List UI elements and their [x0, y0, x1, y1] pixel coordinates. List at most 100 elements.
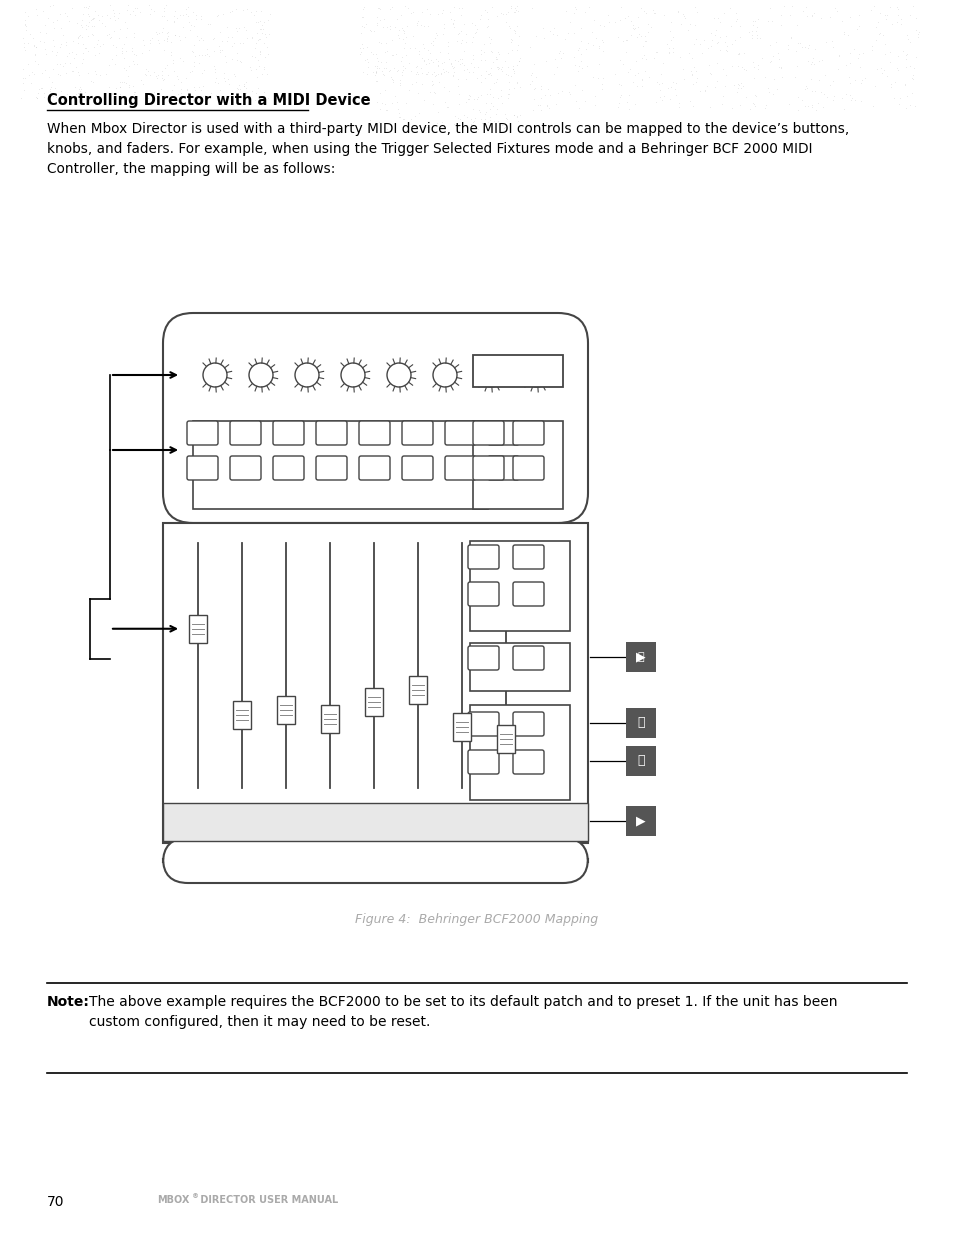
- Point: [715, 59, 730, 79]
- Point: [773, 5, 788, 25]
- Point: [166, 11, 181, 31]
- Point: [252, 42, 267, 62]
- Point: [770, 43, 785, 63]
- Point: [86, 72, 101, 91]
- Point: [62, 53, 77, 73]
- Point: [495, 4, 510, 23]
- Point: [764, 84, 780, 104]
- Point: [384, 44, 399, 64]
- Point: [491, 44, 506, 64]
- Point: [97, 16, 112, 36]
- Point: [252, 44, 267, 64]
- Point: [449, 31, 464, 51]
- Point: [488, 47, 503, 67]
- Point: [392, 70, 407, 90]
- Point: [508, 0, 523, 20]
- Point: [197, 44, 213, 64]
- Point: [159, 31, 174, 51]
- Point: [510, 1, 525, 21]
- Point: [524, 0, 539, 17]
- Point: [129, 54, 144, 74]
- Point: [13, 88, 29, 107]
- Point: [202, 14, 217, 33]
- Point: [357, 49, 373, 69]
- Point: [65, 0, 80, 17]
- Point: [363, 42, 378, 62]
- Point: [566, 23, 581, 43]
- Point: [877, 33, 892, 53]
- Point: [462, 86, 477, 106]
- Point: [507, 2, 522, 22]
- Point: [416, 38, 431, 58]
- Point: [127, 22, 142, 42]
- Point: [444, 56, 459, 75]
- Point: [573, 52, 588, 72]
- Point: [615, 31, 630, 51]
- Point: [548, 94, 563, 114]
- Point: [180, 79, 195, 99]
- Point: [568, 90, 583, 110]
- Point: [465, 44, 480, 64]
- Point: [439, 96, 455, 116]
- Point: [505, 57, 520, 77]
- Point: [549, 26, 564, 46]
- Point: [470, 119, 485, 138]
- Point: [687, 30, 702, 49]
- Point: [458, 23, 474, 43]
- Point: [501, 84, 517, 104]
- Point: [194, 63, 210, 83]
- Point: [675, 59, 690, 79]
- Point: [653, 64, 668, 84]
- Point: [81, 0, 96, 17]
- Point: [743, 28, 759, 48]
- Point: [436, 19, 452, 38]
- Point: [708, 53, 723, 73]
- Point: [59, 84, 74, 104]
- Point: [42, 0, 57, 16]
- Point: [486, 111, 501, 131]
- Point: [72, 77, 88, 96]
- Point: [171, 84, 186, 104]
- Bar: [409, 676, 427, 704]
- Point: [655, 53, 670, 73]
- Point: [69, 57, 84, 77]
- Point: [619, 6, 635, 26]
- Point: [813, 83, 828, 103]
- Text: MBOX: MBOX: [157, 1195, 190, 1205]
- Point: [152, 33, 167, 53]
- Point: [118, 41, 133, 61]
- Point: [436, 25, 451, 44]
- Point: [377, 80, 393, 100]
- Point: [441, 49, 456, 69]
- Point: [745, 52, 760, 72]
- Point: [485, 96, 500, 116]
- Point: [762, 51, 778, 70]
- Point: [55, 56, 71, 75]
- Point: [224, 36, 239, 56]
- Point: [850, 43, 865, 63]
- Point: [712, 27, 727, 47]
- Point: [830, 44, 845, 64]
- Point: [192, 46, 207, 65]
- Point: [392, 75, 407, 95]
- Point: [80, 16, 95, 36]
- Point: [84, 10, 99, 30]
- Point: [247, 90, 262, 110]
- Point: [191, 77, 206, 96]
- Point: [473, 109, 488, 128]
- Point: [524, 63, 539, 83]
- Point: [536, 28, 551, 48]
- Point: [450, 51, 465, 70]
- Point: [385, 73, 400, 93]
- Point: [546, 19, 561, 38]
- Point: [75, 4, 91, 23]
- Point: [740, 22, 756, 42]
- Point: [853, 91, 868, 111]
- Point: [387, 17, 402, 37]
- Point: [458, 59, 474, 79]
- Point: [714, 86, 729, 106]
- Point: [435, 0, 450, 20]
- Point: [660, 42, 676, 62]
- Point: [126, 1, 141, 21]
- FancyBboxPatch shape: [513, 646, 543, 671]
